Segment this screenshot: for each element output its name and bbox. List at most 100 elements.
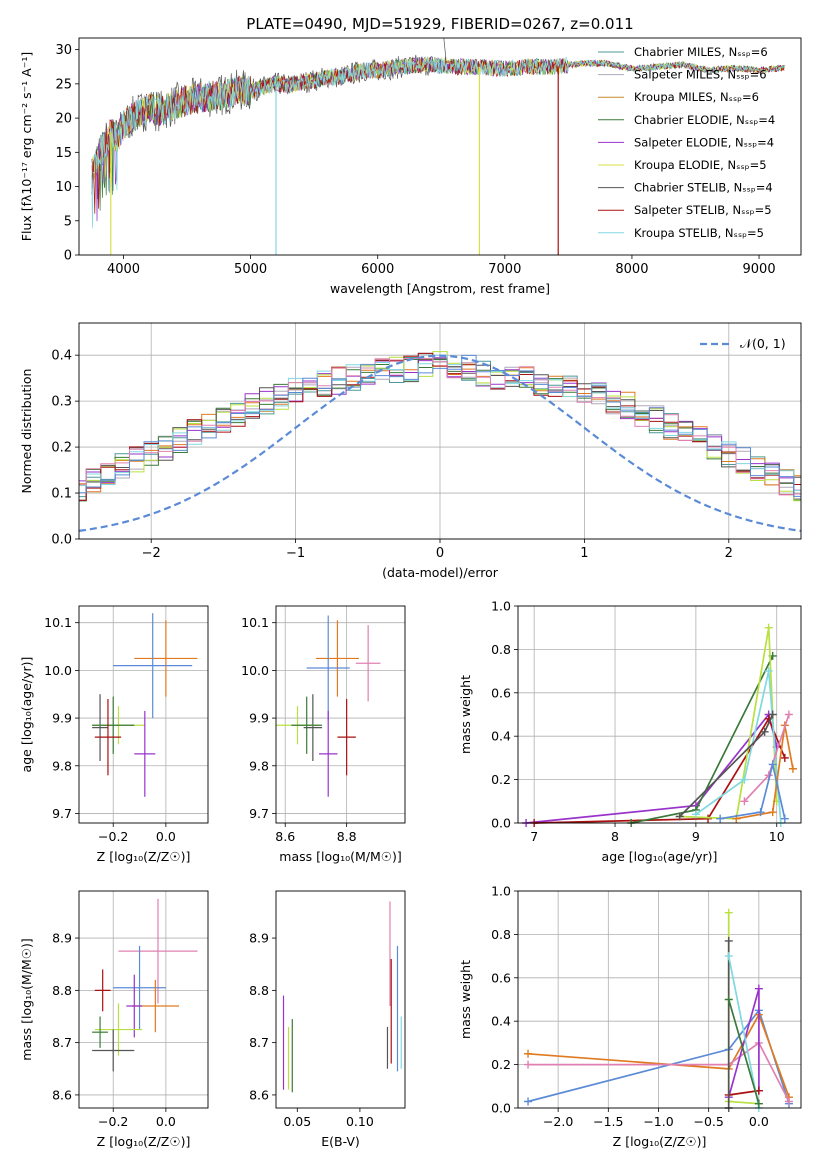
- y-tick-label: 10.1: [241, 615, 269, 630]
- y-tick-label: 30: [55, 43, 72, 58]
- y-tick-label: 8.7: [249, 1035, 269, 1050]
- weight-marker: [524, 1060, 533, 1069]
- weight-marker: [754, 1099, 763, 1108]
- weight-marker: [756, 808, 765, 817]
- weight-series: [736, 725, 794, 820]
- spectrum-series-8: [91, 56, 785, 229]
- y-axis-label: age [log₁₀(age/yr)]: [19, 657, 34, 773]
- legend-label: Chabrier ELODIE, Nₛₛₚ=4: [634, 113, 775, 127]
- residual-histogram-panel: −2 −1 0 1 2 0.0 0.1 0.2 0.3 0.4 (data-model)/error…: [19, 322, 802, 580]
- legend-label: Salpeter STELIB, Nₛₛₚ=5: [634, 203, 772, 217]
- x-tick-label: 1: [580, 546, 588, 561]
- x-tick-label: −2.0: [543, 1114, 573, 1129]
- normal-curve: [78, 354, 802, 532]
- y-tick-label: 9.9: [249, 711, 269, 726]
- weight-marker: [724, 936, 733, 945]
- x-tick-label: 9: [692, 829, 700, 844]
- weight-series: [727, 955, 760, 1109]
- x-tick-label: 6000: [361, 262, 394, 277]
- x-tick-label: 8000: [615, 262, 648, 277]
- y-tick-label: 10: [55, 180, 72, 195]
- x-tick-label: 4000: [107, 262, 140, 277]
- weight-marker: [788, 764, 797, 773]
- weight-marker: [764, 667, 773, 676]
- y-axis-label: Normed distribution: [19, 369, 34, 494]
- weight-marker: [704, 814, 713, 823]
- x-tick-label: −2: [142, 546, 161, 561]
- histogram-series: [79, 354, 801, 491]
- x-tick-label: −1: [286, 546, 305, 561]
- weight-series: [534, 716, 786, 824]
- x-tick-label: −0.5: [693, 1114, 723, 1129]
- axes-frame: [275, 890, 406, 1109]
- y-axis-label: mass weight: [458, 675, 473, 754]
- y-tick-label: 0.2: [51, 441, 72, 456]
- y-tick-label: 10.1: [44, 615, 72, 630]
- y-tick-label: 8.9: [52, 931, 72, 946]
- legend-label: Kroupa STELIB, Nₛₛₚ=5: [634, 226, 764, 240]
- weight-vs-metallicity-panel: −2.0 −1.5 −1.0 −0.5 0.0 0.0 0.2 0.4 0.6 0.8 1.0 Z […: [458, 884, 802, 1149]
- x-tick-label: 8.6: [275, 829, 295, 844]
- y-tick-label: 0.4: [491, 1014, 511, 1029]
- y-tick-label: 8.8: [249, 983, 269, 998]
- x-axis-label: (data-model)/error: [382, 565, 499, 580]
- y-tick-label: 0.4: [491, 729, 511, 744]
- axes-frame: [275, 605, 406, 824]
- y-tick-label: 0.0: [491, 816, 511, 831]
- y-tick-label: 9.7: [249, 806, 269, 821]
- weight-marker: [754, 984, 763, 993]
- weight-series: [727, 912, 759, 1105]
- legend-label: Kroupa MILES, Nₛₛₚ=6: [634, 90, 759, 104]
- x-tick-label: 7: [530, 829, 538, 844]
- axes-frame: [78, 605, 209, 824]
- axes-frame: [78, 322, 802, 540]
- y-tick-label: 0.8: [491, 642, 511, 657]
- weight-series: [728, 1089, 760, 1096]
- axes-frame: [517, 890, 802, 1109]
- x-tick-label: −1.5: [593, 1114, 623, 1129]
- weight-marker: [780, 753, 789, 762]
- y-tick-label: 9.7: [52, 806, 72, 821]
- x-tick-label: 0: [436, 546, 444, 561]
- x-tick-label: 10: [769, 829, 785, 844]
- weight-marker: [780, 814, 789, 823]
- weight-marker: [524, 1097, 533, 1106]
- weight-marker: [524, 1049, 533, 1058]
- x-tick-label: 7000: [488, 262, 521, 277]
- y-tick-label: 15: [55, 146, 72, 161]
- age-vs-mass-panel: 8.6 8.8 9.7 9.8 9.9 10.0 10.1 mass [log₁₀(M/M☉)…: [241, 605, 406, 864]
- x-tick-label: 0.05: [283, 1114, 311, 1129]
- x-axis-label: mass [log₁₀(M/M☉)]: [279, 849, 401, 864]
- weight-marker: [764, 623, 773, 632]
- weight-series: [695, 670, 782, 824]
- weight-marker: [740, 797, 749, 806]
- y-tick-label: 0.6: [491, 970, 511, 985]
- histogram-series: [79, 358, 801, 501]
- x-tick-label: 0.0: [156, 829, 176, 844]
- x-tick-label: 8: [611, 829, 619, 844]
- y-tick-label: 0.0: [491, 1101, 511, 1116]
- y-axis-label: Flux [fλ10⁻¹⁷ erg cm⁻² s⁻¹ A⁻¹]: [19, 52, 34, 241]
- weight-marker: [768, 760, 777, 769]
- x-tick-label: 0.0: [749, 1114, 769, 1129]
- x-axis-label: Z [log₁₀(Z/Z☉)]: [97, 1134, 191, 1149]
- weight-marker: [784, 1097, 793, 1106]
- x-axis-label: Z [log₁₀(Z/Z☉)]: [97, 849, 191, 864]
- weight-marker: [768, 710, 777, 719]
- x-axis-label: E(B-V): [321, 1134, 360, 1149]
- x-axis-label: Z [log₁₀(Z/Z☉)]: [613, 1134, 707, 1149]
- axes-frame: [78, 37, 802, 256]
- y-tick-label: 1.0: [491, 884, 511, 899]
- y-tick-label: 0.0: [51, 533, 72, 548]
- y-tick-label: 8.8: [52, 983, 72, 998]
- y-tick-label: 5: [64, 214, 72, 229]
- weight-marker: [675, 812, 684, 821]
- x-tick-label: 5000: [234, 262, 267, 277]
- y-tick-label: 9.8: [52, 758, 72, 773]
- mass-vs-extinction-panel: 0.05 0.10 8.6 8.7 8.8 8.9 E(B-V): [249, 890, 406, 1149]
- y-tick-label: 9.8: [249, 758, 269, 773]
- age-vs-metallicity-panel: −0.2 0.0 9.7 9.8 9.9 10.0 10.1 Z [log₁₀(Z/Z☉)] a…: [19, 605, 209, 864]
- x-tick-label: 8.8: [337, 829, 357, 844]
- y-tick-label: 8.6: [52, 1087, 72, 1102]
